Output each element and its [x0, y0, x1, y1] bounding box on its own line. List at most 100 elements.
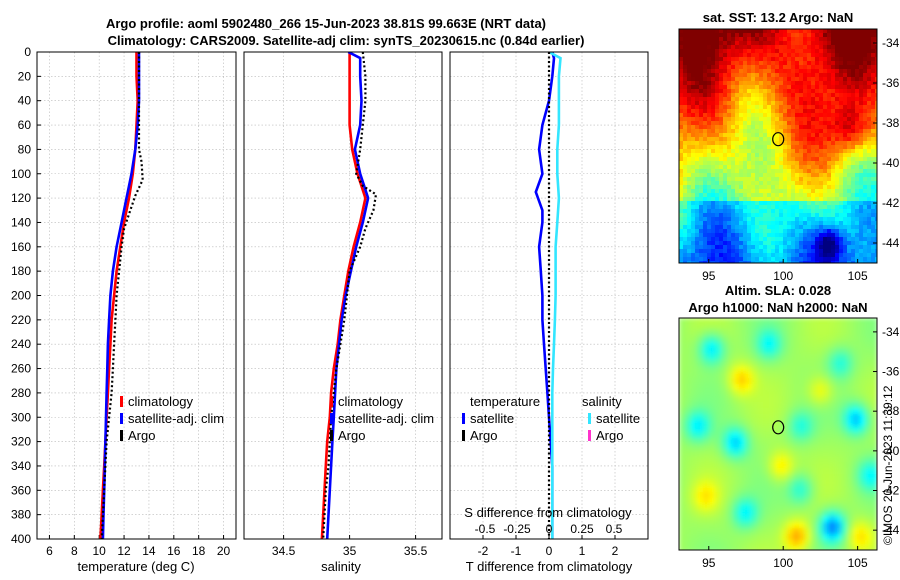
heatmap-cell [871, 157, 876, 162]
heatmap-cell [783, 205, 788, 210]
heatmap-cell [791, 77, 796, 82]
heatmap-cell [815, 65, 820, 70]
heatmap-cell [793, 456, 800, 463]
heatmap-cell [831, 157, 836, 162]
heatmap-cell [709, 540, 716, 547]
heatmap-cell [727, 318, 734, 325]
heatmap-cell [867, 65, 872, 70]
heatmap-cell [683, 157, 688, 162]
heatmap-cell [679, 189, 684, 194]
heatmap-cell [871, 237, 876, 242]
heatmap-cell [715, 253, 720, 258]
heatmap-cell [775, 221, 780, 226]
heatmap-cell [819, 241, 824, 246]
heatmap-cell [783, 37, 788, 42]
heatmap-cell [855, 201, 860, 206]
heatmap-cell [805, 510, 812, 517]
heatmap-cell [757, 378, 764, 385]
heatmap-cell [739, 41, 744, 46]
heatmap-cell [803, 113, 808, 118]
heatmap-cell [743, 85, 748, 90]
heatmap-cell [759, 205, 764, 210]
heatmap-cell [755, 93, 760, 98]
heatmap-cell [823, 165, 828, 170]
heatmap-cell [735, 93, 740, 98]
heatmap-cell [697, 468, 704, 475]
heatmap-cell [769, 324, 776, 331]
heatmap-cell [745, 546, 752, 550]
heatmap-cell [727, 125, 732, 130]
heatmap-cell [703, 201, 708, 206]
pressure-tick-label: 180 [11, 264, 31, 278]
heatmap-cell [715, 384, 722, 391]
heatmap-cell [793, 468, 800, 475]
heatmap-cell [715, 354, 722, 361]
heatmap-cell [751, 540, 758, 547]
heatmap-cell [863, 41, 868, 46]
heatmap-cell [721, 450, 728, 457]
heatmap-cell [791, 113, 796, 118]
heatmap-cell [803, 49, 808, 54]
heatmap-cell [867, 69, 872, 74]
heatmap-cell [823, 522, 830, 529]
heatmap-cell [815, 61, 820, 66]
heatmap-cell [715, 129, 720, 134]
heatmap-cell [711, 217, 716, 222]
heatmap-cell [835, 69, 840, 74]
heatmap-cell [711, 241, 716, 246]
heatmap-cell [771, 117, 776, 122]
heatmap-cell [691, 408, 698, 415]
heatmap-cell [859, 73, 864, 78]
heatmap-cell [707, 221, 712, 226]
heatmap-cell [775, 528, 782, 535]
heatmap-cell [791, 157, 796, 162]
heatmap-cell [723, 233, 728, 238]
heatmap-cell [819, 69, 824, 74]
heatmap-cell [781, 528, 788, 535]
heatmap-cell [711, 193, 716, 198]
heatmap-cell [805, 462, 812, 469]
heatmap-cell [811, 336, 818, 343]
heatmap-cell [755, 141, 760, 146]
heatmap-cell [831, 97, 836, 102]
heatmap-cell [871, 498, 877, 505]
heatmap-cell [723, 261, 728, 263]
heatmap-cell [687, 69, 692, 74]
heatmap-cell [775, 318, 782, 325]
heatmap-cell [793, 330, 800, 337]
heatmap-cell [739, 161, 744, 166]
heatmap-cell [851, 81, 856, 86]
heatmap-cell [775, 101, 780, 106]
heatmap-cell [697, 444, 704, 451]
x-tick-label: 2 [612, 544, 619, 558]
heatmap-cell [815, 249, 820, 254]
heatmap-cell [875, 113, 877, 118]
heatmap-cell [685, 354, 692, 361]
heatmap-cell [843, 69, 848, 74]
heatmap-cell [679, 161, 684, 166]
heatmap-cell [683, 121, 688, 126]
heatmap-cell [831, 145, 836, 150]
heatmap-cell [745, 342, 752, 349]
heatmap-cell [831, 185, 836, 190]
heatmap-cell [707, 105, 712, 110]
heatmap-cell [815, 229, 820, 234]
heatmap-cell [863, 133, 868, 138]
heatmap-cell [735, 257, 740, 262]
heatmap-cell [763, 241, 768, 246]
heatmap-cell [743, 117, 748, 122]
heatmap-cell [715, 37, 720, 42]
heatmap-cell [731, 177, 736, 182]
heatmap-cell [731, 241, 736, 246]
sst-map-title: sat. SST: 13.2 Argo: NaN [703, 10, 854, 25]
heatmap-cell [839, 61, 844, 66]
heatmap-cell [829, 444, 836, 451]
heatmap-cell [763, 372, 770, 379]
heatmap-cell [779, 241, 784, 246]
heatmap-cell [747, 97, 752, 102]
heatmap-cell [839, 249, 844, 254]
heatmap-cell [863, 149, 868, 154]
heatmap-cell [851, 201, 856, 206]
heatmap-cell [791, 193, 796, 198]
heatmap-cell [791, 45, 796, 50]
